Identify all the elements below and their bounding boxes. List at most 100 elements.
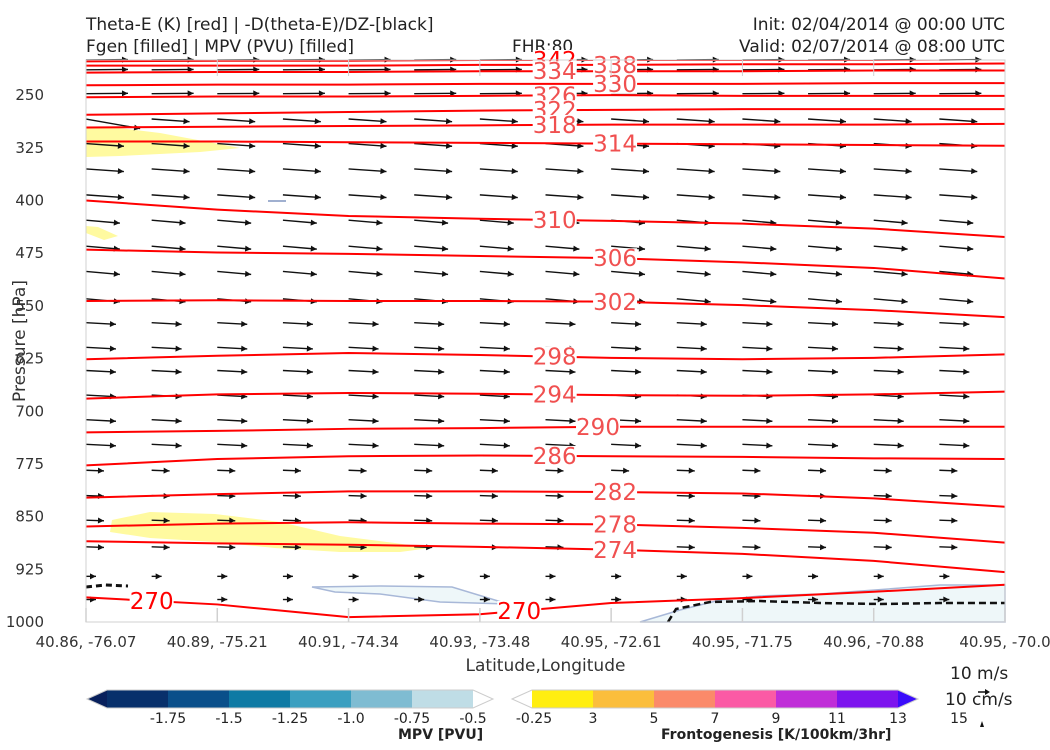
theta-e-label-314: 314 — [593, 132, 637, 158]
wind-vector-head — [183, 142, 190, 149]
x-tick-label: 40.95, -70.0 — [959, 633, 1050, 651]
wind-vector-head — [700, 320, 707, 327]
mpv-colorbar-tick-label: -0.75 — [394, 711, 430, 727]
vector-key-w-arrowhead — [980, 721, 984, 727]
theta-e-label-bg — [593, 514, 638, 535]
wind-vector-head — [418, 596, 425, 603]
wind-vector-shaft — [479, 142, 518, 147]
theta-e-label-bg — [593, 291, 638, 312]
wind-vector-head — [384, 90, 391, 97]
wind-vector-head — [445, 194, 453, 201]
theta-e-label-306: 306 — [593, 246, 637, 272]
wind-vector-head — [943, 596, 950, 603]
valid-time: Valid: 02/07/2014 @ 08:00 UTC — [739, 37, 1005, 57]
wind-vector-head — [839, 118, 846, 125]
y-tick-label: 250 — [15, 86, 44, 104]
theta-e-contour-270 — [86, 583, 1005, 619]
wind-vector-head — [241, 368, 248, 375]
wind-vector-head — [306, 442, 313, 449]
mpv-colorbar-outline — [85, 689, 495, 709]
wind-vector-shaft — [348, 168, 387, 173]
wind-vector-head — [113, 219, 120, 226]
wind-vector-head — [966, 298, 974, 305]
wind-vector-head — [708, 118, 715, 125]
wind-vector-head — [163, 544, 170, 551]
wind-vector-head — [376, 219, 383, 226]
wind-vector-head — [831, 368, 839, 375]
wind-vector-shaft — [873, 118, 912, 123]
mpv-colorbar-tick-label: -0.5 — [459, 711, 486, 727]
mpv-colorbar-tick-label: -1.25 — [272, 711, 308, 727]
y-tick-label: 400 — [15, 192, 44, 210]
wind-vector-head — [187, 66, 194, 73]
wind-vector-head — [109, 417, 116, 424]
theta-e-label-270: 270 — [130, 589, 174, 615]
wind-vector-head — [286, 573, 293, 580]
wind-vector-head — [569, 368, 576, 375]
wind-vector-head — [897, 368, 904, 375]
wind-vector-head — [175, 345, 182, 352]
mpv-colorbar-extend-high — [473, 690, 493, 708]
theta-e-label-270: 270 — [497, 599, 541, 625]
wind-vector-head — [426, 492, 433, 499]
wind-vector-head — [971, 118, 978, 125]
wind-vector-shaft — [873, 168, 912, 173]
wind-vector-head — [642, 168, 650, 175]
wind-vector-head — [175, 417, 182, 424]
wind-vector-shaft — [151, 118, 190, 123]
wind-vector-head — [314, 194, 321, 201]
wind-vector-head — [963, 442, 970, 449]
wind-vector-shaft — [151, 168, 190, 173]
wind-vector-head — [549, 573, 556, 580]
theta-e-label-bg — [532, 445, 577, 466]
wind-vector-head — [352, 596, 359, 603]
wind-vector-head — [352, 573, 359, 580]
mpv-colorbar-extend-low — [87, 690, 107, 708]
wind-vector-head — [831, 345, 839, 352]
wind-vector-head — [708, 168, 715, 175]
theta-e-label-330: 330 — [593, 72, 637, 98]
wind-vector-shaft — [85, 168, 124, 173]
init-time: Init: 02/04/2014 @ 00:00 UTC — [752, 15, 1005, 35]
wind-vector-shaft — [217, 194, 256, 199]
dashed-contour-right — [666, 599, 1005, 623]
wind-vector-head — [503, 320, 510, 327]
wind-vector-head — [229, 544, 236, 551]
wind-vector-head — [905, 168, 912, 175]
wind-vector-head — [511, 142, 518, 149]
wind-vector-head — [248, 194, 256, 201]
wind-vector-shaft — [939, 168, 978, 173]
wind-vector-head — [577, 168, 584, 175]
wind-vector-head — [688, 492, 695, 499]
x-tick-label: 40.93, -73.48 — [429, 633, 530, 651]
wind-vector-head — [557, 467, 564, 474]
wind-vector-head — [372, 345, 379, 352]
theta-e-label-302: 302 — [593, 290, 637, 316]
theta-e-label-294: 294 — [533, 382, 577, 408]
wind-vector-head — [897, 417, 904, 424]
wind-vector-head — [426, 467, 433, 474]
wind-vector-shaft — [873, 194, 912, 199]
wind-vector-head — [766, 442, 773, 449]
wind-vector-head — [831, 320, 839, 327]
wind-vector-head — [483, 573, 490, 580]
wind-vector-head — [577, 118, 584, 125]
wind-vector-head — [615, 573, 622, 580]
wind-vector-head — [634, 417, 642, 424]
wind-vector-shaft — [676, 118, 715, 123]
theta-e-label-bg — [532, 384, 577, 405]
mpv-colorbar-tick-label: -1.5 — [215, 711, 242, 727]
wind-vector-head — [503, 345, 510, 352]
wind-vector-shaft — [611, 118, 650, 123]
axes: 40.86, -76.07 40.89, -75.21 40.91, -74.34 4… — [6, 59, 1050, 676]
wind-vector-head — [306, 368, 313, 375]
wind-vector-head — [244, 270, 252, 277]
wind-vector-head — [450, 90, 457, 97]
chart-title-line1: Theta-E (K) [red] | -D(theta-E)/DZ-[blac… — [86, 15, 434, 35]
chart-title-line2: Fgen [filled] | MPV (PVU) [filled] — [86, 37, 355, 57]
wind-vector-head — [634, 345, 642, 352]
wind-vector-head — [113, 270, 120, 277]
wind-vector-head — [229, 467, 236, 474]
wind-vector-head — [951, 544, 958, 551]
